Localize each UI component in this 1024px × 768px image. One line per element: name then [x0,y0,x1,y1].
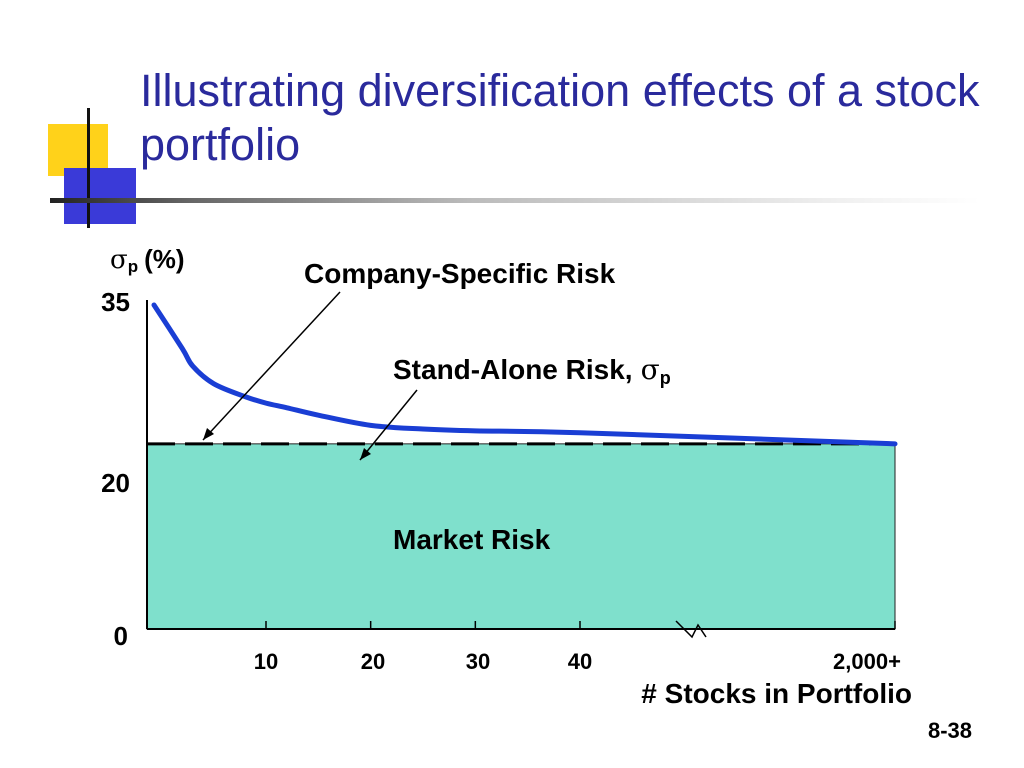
x-tick-label-30: 30 [466,649,490,674]
y-tick-label-20: 20 [101,468,130,498]
x-tick-label-10: 10 [254,649,278,674]
logo-vertical-line [87,108,90,228]
company-specific-risk-label: Company-Specific Risk [304,258,616,289]
x-tick-label-2000: 2,000+ [833,649,901,674]
x-tick-label-20: 20 [361,649,385,674]
company-specific-risk-arrow [202,291,341,441]
company-specific-arrowhead [203,428,214,440]
y-tick-label-35: 35 [101,287,130,317]
logo-yellow-square [48,124,108,176]
stand-alone-arrowhead [360,448,371,460]
x-tick-label-40: 40 [568,649,592,674]
market-risk-area [146,443,896,630]
slide-logo [48,108,136,228]
title-rule [50,198,980,203]
x-tick-marks [265,621,896,629]
slide-title: Illustrating diversification effects of … [140,65,980,170]
slide-number: 8-38 [927,718,972,743]
x-axis-label: # Stocks in Portfolio [641,678,912,709]
stand-alone-risk-label: Stand-Alone Risk, σp [393,353,671,388]
market-risk-label: Market Risk [393,524,551,555]
y-axis-label: σp (%) [110,244,185,276]
logo-blue-square [64,168,136,224]
y-tick-label-0: 0 [114,621,128,651]
stand-alone-risk-curve [151,302,898,447]
axis-break-mark [675,620,707,639]
stand-alone-risk-arrow [359,389,418,461]
